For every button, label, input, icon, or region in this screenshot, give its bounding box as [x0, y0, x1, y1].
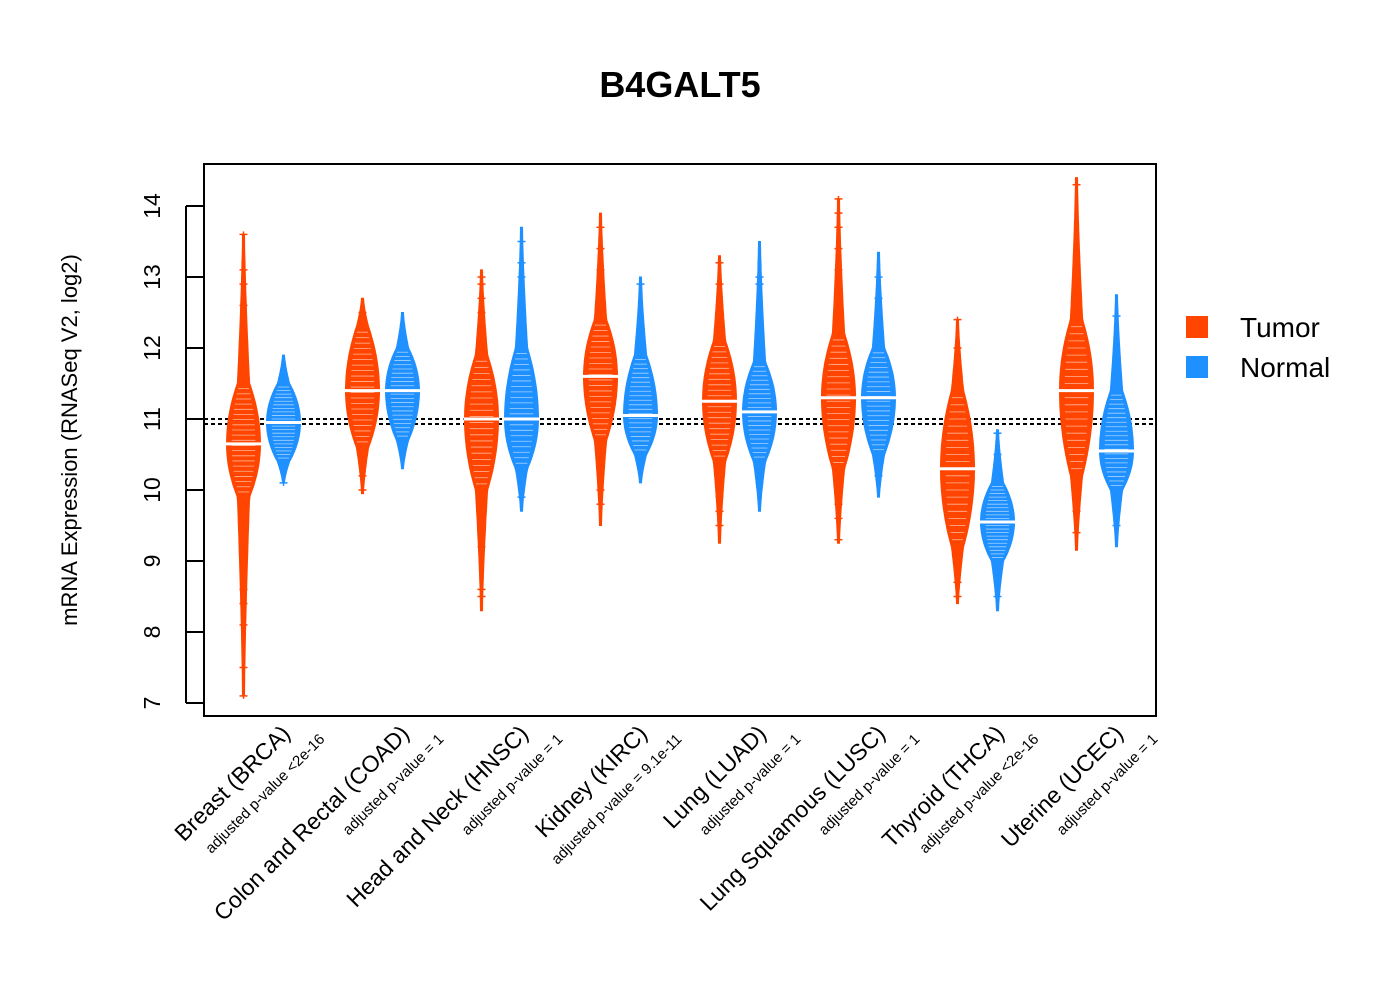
plot-frame — [203, 163, 1157, 717]
tumor-violin — [345, 297, 380, 495]
y-tick-label: 13 — [139, 264, 165, 290]
legend-swatch-tumor — [1186, 316, 1208, 338]
y-tick-label: 14 — [139, 193, 165, 219]
y-tick-label: 11 — [139, 407, 165, 431]
plot-area: Breast (BRCA)adjusted p-value <2e-16Colo… — [139, 163, 1161, 926]
y-tick-label: 9 — [139, 555, 165, 568]
tumor-violin — [1059, 177, 1094, 551]
normal-violin — [1099, 294, 1134, 548]
normal-violin — [504, 226, 539, 512]
normal-violin — [623, 276, 658, 484]
tumor-violin — [702, 255, 737, 544]
y-axis-label: mRNA Expression (RNASeq V2, log2) — [57, 254, 82, 626]
legend-swatch-normal — [1186, 356, 1208, 378]
y-tick-label: 7 — [139, 697, 165, 710]
tumor-violin — [464, 269, 499, 612]
y-tick-label: 12 — [139, 335, 165, 361]
legend: Tumor Normal — [1186, 312, 1330, 383]
normal-violin — [980, 429, 1015, 612]
legend-label-normal: Normal — [1240, 352, 1330, 383]
y-tick-label: 10 — [139, 477, 165, 503]
chart-title: B4GALT5 — [599, 64, 760, 105]
y-tick-label: 8 — [139, 626, 165, 639]
legend-label-tumor: Tumor — [1240, 312, 1320, 343]
normal-violin — [861, 251, 896, 498]
